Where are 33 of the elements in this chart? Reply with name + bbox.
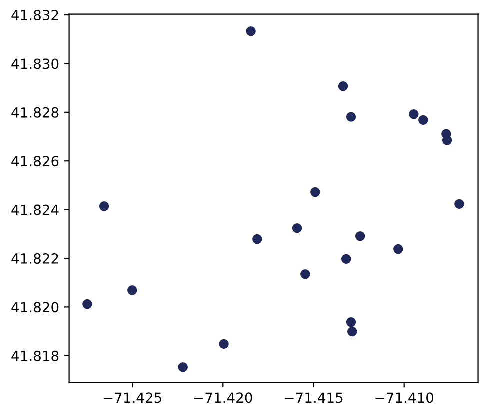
point — [219, 339, 229, 350]
point — [292, 223, 302, 234]
point — [338, 82, 348, 92]
point — [442, 136, 452, 146]
point — [346, 112, 356, 122]
point — [347, 326, 358, 337]
y-tick-label: 41.824 — [12, 204, 59, 216]
y-tick-label: 41.828 — [12, 107, 59, 118]
point — [454, 199, 464, 210]
x-tick-label: −71.425 — [104, 392, 162, 404]
y-tick-label: 41.830 — [12, 58, 59, 70]
point — [99, 202, 110, 212]
point — [246, 26, 256, 36]
y-tick-label: 41.826 — [12, 156, 59, 167]
x-tick-label: −71.420 — [194, 392, 252, 404]
x-tick-label: −71.410 — [376, 392, 434, 404]
point — [82, 299, 92, 310]
y-tick-label: 41.832 — [12, 10, 58, 21]
point — [418, 115, 428, 126]
x-tick-label: −71.415 — [285, 392, 343, 404]
point — [178, 362, 188, 372]
y-tick-label: 41.820 — [12, 302, 59, 313]
point — [355, 231, 366, 242]
point — [300, 269, 310, 280]
point — [252, 234, 262, 244]
point — [310, 187, 320, 198]
point — [342, 254, 352, 264]
point — [346, 317, 356, 328]
point — [394, 244, 404, 254]
point — [409, 110, 419, 120]
y-tick-label: 41.818 — [12, 350, 59, 362]
y-tick-label: 41.822 — [12, 253, 58, 264]
point — [128, 286, 138, 296]
